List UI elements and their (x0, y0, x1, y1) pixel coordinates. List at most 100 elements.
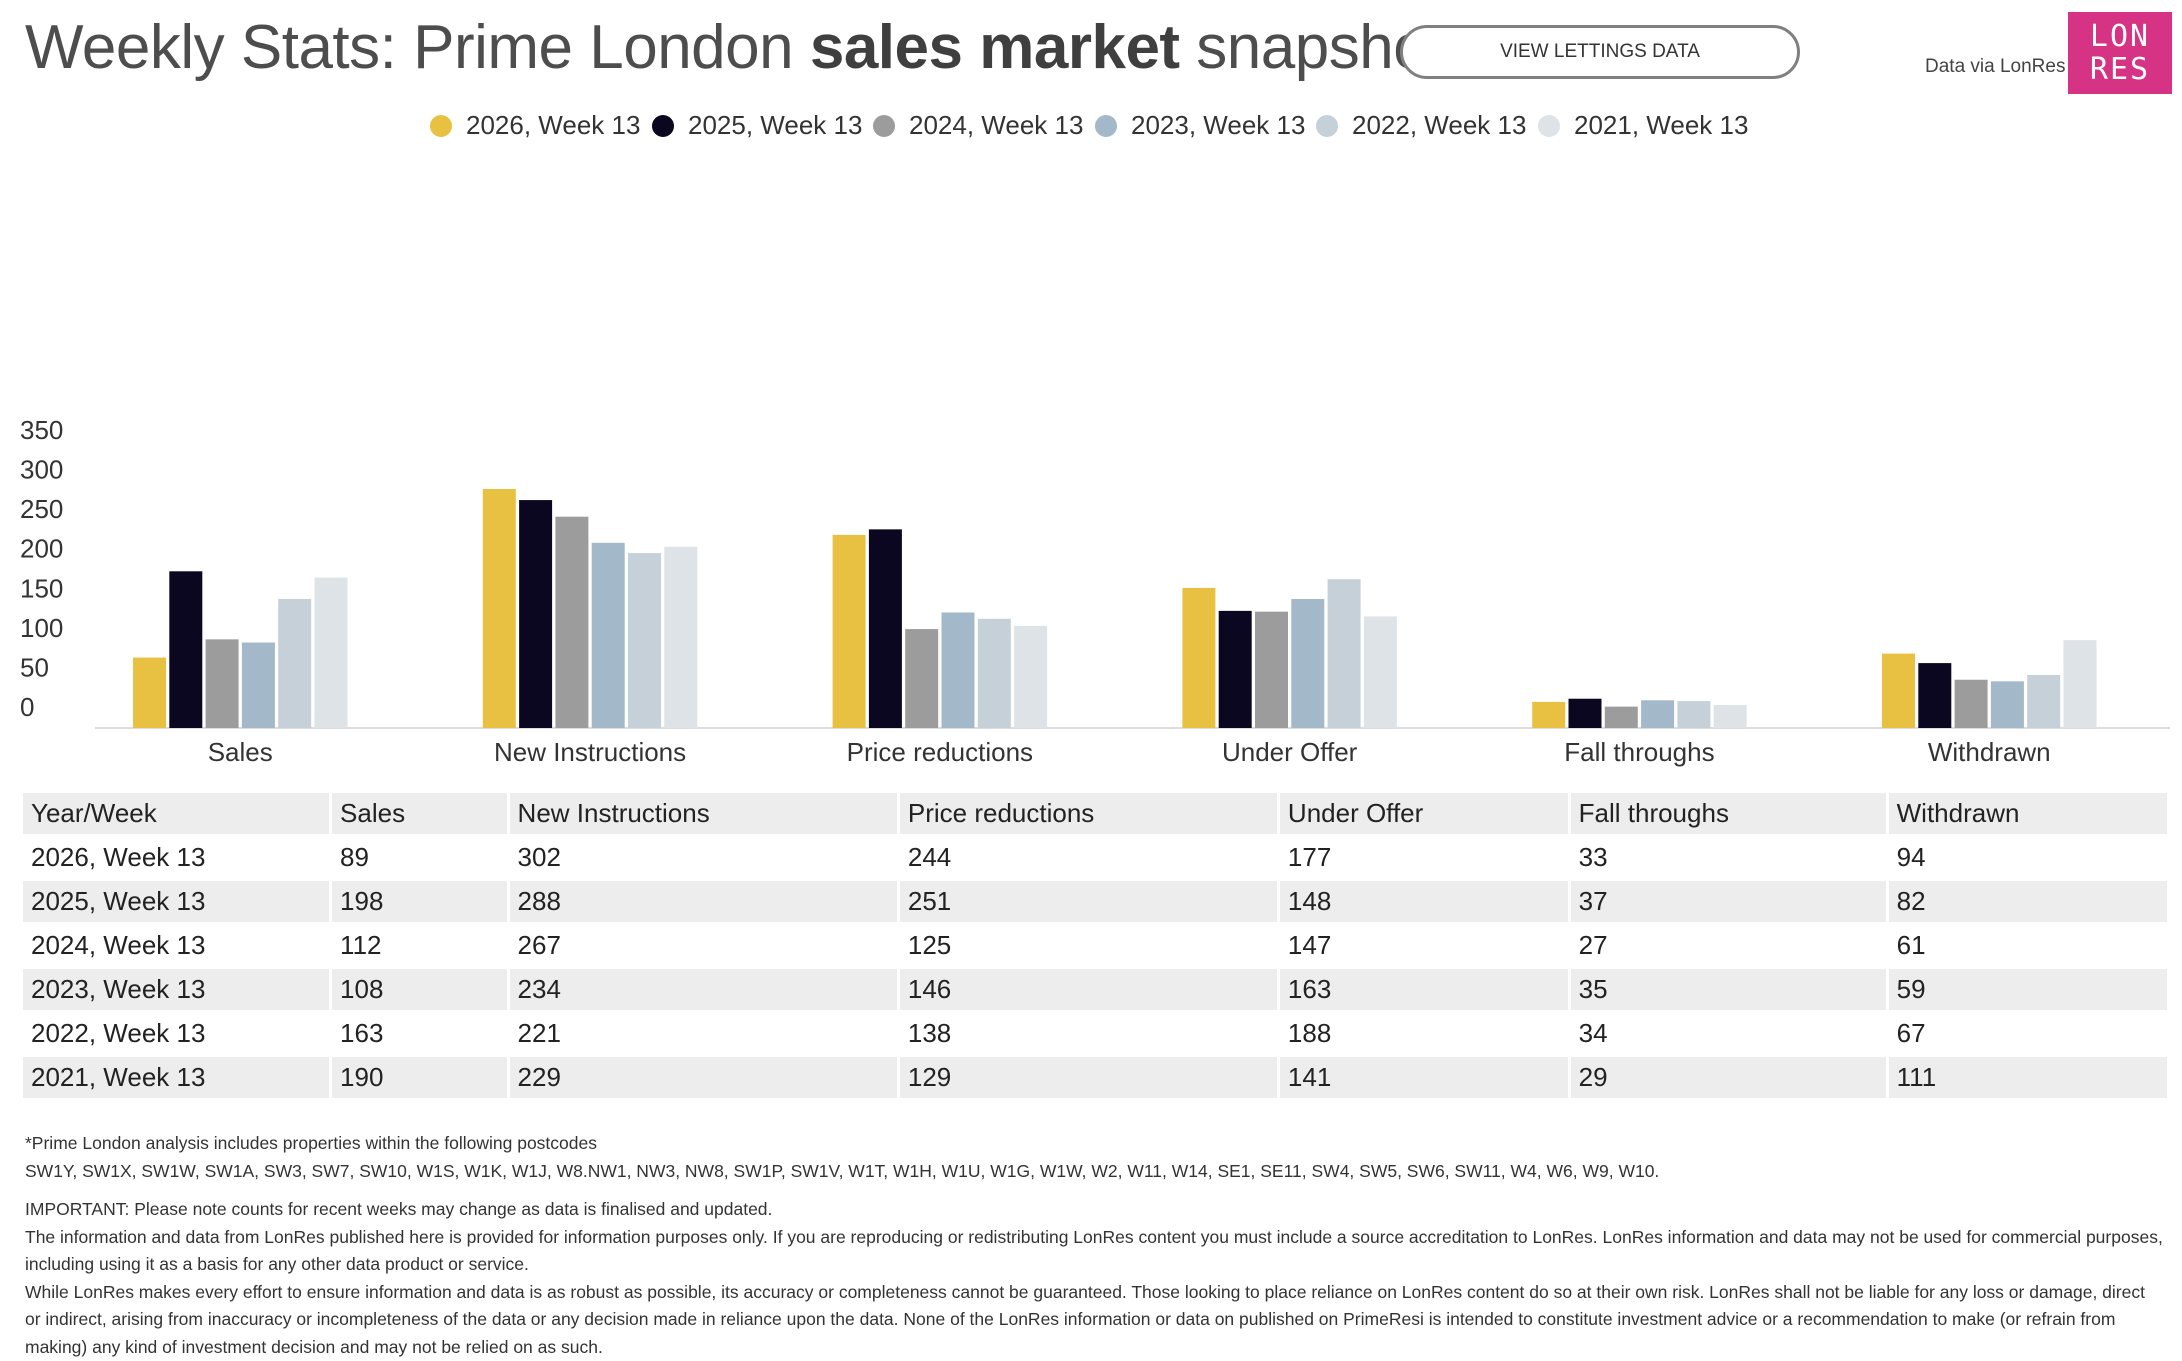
bar[interactable] (664, 547, 697, 728)
table-header-cell: New Instructions (510, 793, 897, 834)
page-title: Weekly Stats: Prime London sales market … (25, 12, 1444, 83)
bar[interactable] (1364, 616, 1397, 728)
table-cell: 163 (1280, 969, 1568, 1010)
info-note: The information and data from LonRes pub… (25, 1224, 2165, 1279)
y-tick-label: 0 (20, 692, 34, 722)
bar[interactable] (1605, 707, 1638, 728)
x-category-label: New Instructions (494, 737, 686, 767)
bar[interactable] (1641, 700, 1674, 728)
table-cell: 138 (900, 1013, 1277, 1054)
view-lettings-button[interactable]: VIEW LETTINGS DATA (1400, 25, 1800, 79)
table-cell: 177 (1280, 837, 1568, 878)
bar[interactable] (519, 500, 552, 728)
bar[interactable] (1291, 599, 1324, 728)
bar[interactable] (978, 619, 1011, 728)
bar[interactable] (315, 578, 348, 728)
legend-item[interactable]: 2025, Week 13 (652, 110, 862, 141)
bar[interactable] (483, 489, 516, 728)
table-header-cell: Price reductions (900, 793, 1277, 834)
bar[interactable] (1918, 663, 1951, 728)
bar[interactable] (1328, 579, 1361, 728)
table-cell: 2023, Week 13 (23, 969, 329, 1010)
legend-swatch (1316, 115, 1338, 137)
table-cell: 125 (900, 925, 1277, 966)
bar[interactable] (1991, 681, 2024, 728)
legend-label: 2023, Week 13 (1131, 110, 1305, 141)
bar[interactable] (905, 629, 938, 728)
disclaimer-note: While LonRes makes every effort to ensur… (25, 1279, 2165, 1361)
bar[interactable] (869, 529, 902, 728)
table-cell: 163 (332, 1013, 507, 1054)
table-cell: 234 (510, 969, 897, 1010)
table-cell: 148 (1280, 881, 1568, 922)
bar[interactable] (1569, 699, 1602, 728)
bar[interactable] (1955, 680, 1988, 728)
legend-label: 2021, Week 13 (1574, 110, 1748, 141)
bar[interactable] (555, 517, 588, 728)
table-cell: 2026, Week 13 (23, 837, 329, 878)
table-cell: 94 (1889, 837, 2167, 878)
bar[interactable] (1219, 611, 1252, 728)
table-cell: 129 (900, 1057, 1277, 1098)
bar[interactable] (169, 571, 202, 728)
bar[interactable] (242, 643, 275, 728)
bar[interactable] (1532, 702, 1565, 728)
y-tick-label: 100 (20, 613, 63, 643)
table-cell: 267 (510, 925, 897, 966)
lonres-logo[interactable]: LON RES (2068, 12, 2172, 94)
table-cell: 2021, Week 13 (23, 1057, 329, 1098)
bar[interactable] (2027, 675, 2060, 728)
y-tick-label: 150 (20, 573, 63, 603)
legend-label: 2022, Week 13 (1352, 110, 1526, 141)
table-cell: 302 (510, 837, 897, 878)
postcodes-intro: *Prime London analysis includes properti… (25, 1130, 2165, 1158)
table-cell: 147 (1280, 925, 1568, 966)
bar[interactable] (278, 599, 311, 728)
bar[interactable] (592, 543, 625, 728)
table-cell: 190 (332, 1057, 507, 1098)
logo-line-2: RES (2068, 53, 2172, 86)
bar[interactable] (1182, 588, 1215, 728)
legend-item[interactable]: 2026, Week 13 (430, 110, 640, 141)
y-tick-label: 250 (20, 494, 63, 524)
bar[interactable] (133, 658, 166, 728)
table-cell: 146 (900, 969, 1277, 1010)
x-category-label: Price reductions (847, 737, 1033, 767)
table-cell: 37 (1571, 881, 1886, 922)
bar[interactable] (206, 639, 239, 728)
bar[interactable] (942, 612, 975, 728)
bar[interactable] (2064, 640, 2097, 728)
legend-item[interactable]: 2024, Week 13 (873, 110, 1083, 141)
bar[interactable] (833, 535, 866, 728)
bar[interactable] (1714, 705, 1747, 728)
bar[interactable] (1677, 701, 1710, 728)
y-tick-label: 50 (20, 652, 49, 682)
table-cell: 108 (332, 969, 507, 1010)
legend-swatch (430, 115, 452, 137)
legend-item[interactable]: 2022, Week 13 (1316, 110, 1526, 141)
legend-item[interactable]: 2023, Week 13 (1095, 110, 1305, 141)
legend-swatch (652, 115, 674, 137)
table-cell: 288 (510, 881, 897, 922)
legend-item[interactable]: 2021, Week 13 (1538, 110, 1748, 141)
table-cell: 61 (1889, 925, 2167, 966)
table-cell: 188 (1280, 1013, 1568, 1054)
table-header-cell: Year/Week (23, 793, 329, 834)
table-cell: 2025, Week 13 (23, 881, 329, 922)
table-header-cell: Fall throughs (1571, 793, 1886, 834)
legend-label: 2026, Week 13 (466, 110, 640, 141)
x-category-label: Fall throughs (1564, 737, 1714, 767)
bar[interactable] (1014, 626, 1047, 728)
bar[interactable] (628, 553, 661, 728)
important-note: IMPORTANT: Please note counts for recent… (25, 1196, 2165, 1224)
legend-swatch (873, 115, 895, 137)
bar[interactable] (1255, 612, 1288, 728)
bar[interactable] (1882, 654, 1915, 728)
title-bold: sales market (810, 13, 1180, 82)
table-cell: 141 (1280, 1057, 1568, 1098)
